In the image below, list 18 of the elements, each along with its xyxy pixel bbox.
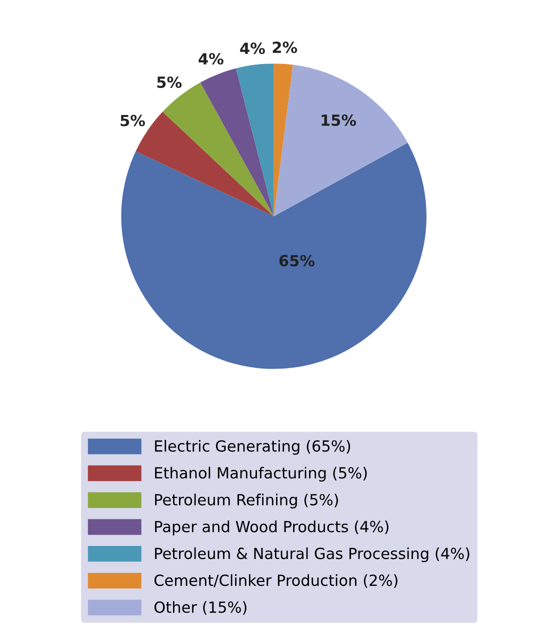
data-label: 4% <box>240 42 265 54</box>
legend-label: Ethanol Manufacturing (5%) <box>155 466 367 482</box>
legend-label: Other (15%) <box>154 601 246 615</box>
pie-slice <box>200 68 274 216</box>
legend-label: Cement/Clinker Production (2%) <box>154 574 398 588</box>
data-label: 5% <box>120 114 145 126</box>
data-label: 4% <box>198 53 224 65</box>
pie-slice <box>236 64 274 216</box>
data-label: 15% <box>322 114 356 126</box>
data-label: 5% <box>157 76 182 88</box>
data-label: 2% <box>272 42 298 54</box>
data-label: 65% <box>279 254 315 266</box>
pie-slice <box>121 142 427 369</box>
legend-label: Petroleum Refining (5%) <box>155 494 338 508</box>
legend-label: Electric Generating (65%) <box>155 440 350 455</box>
legend-label: Petroleum & Natural Gas Processing (4%) <box>155 547 470 562</box>
pie-slice <box>274 64 408 216</box>
legend-label: Paper and Wood Products (4%) <box>155 520 388 536</box>
